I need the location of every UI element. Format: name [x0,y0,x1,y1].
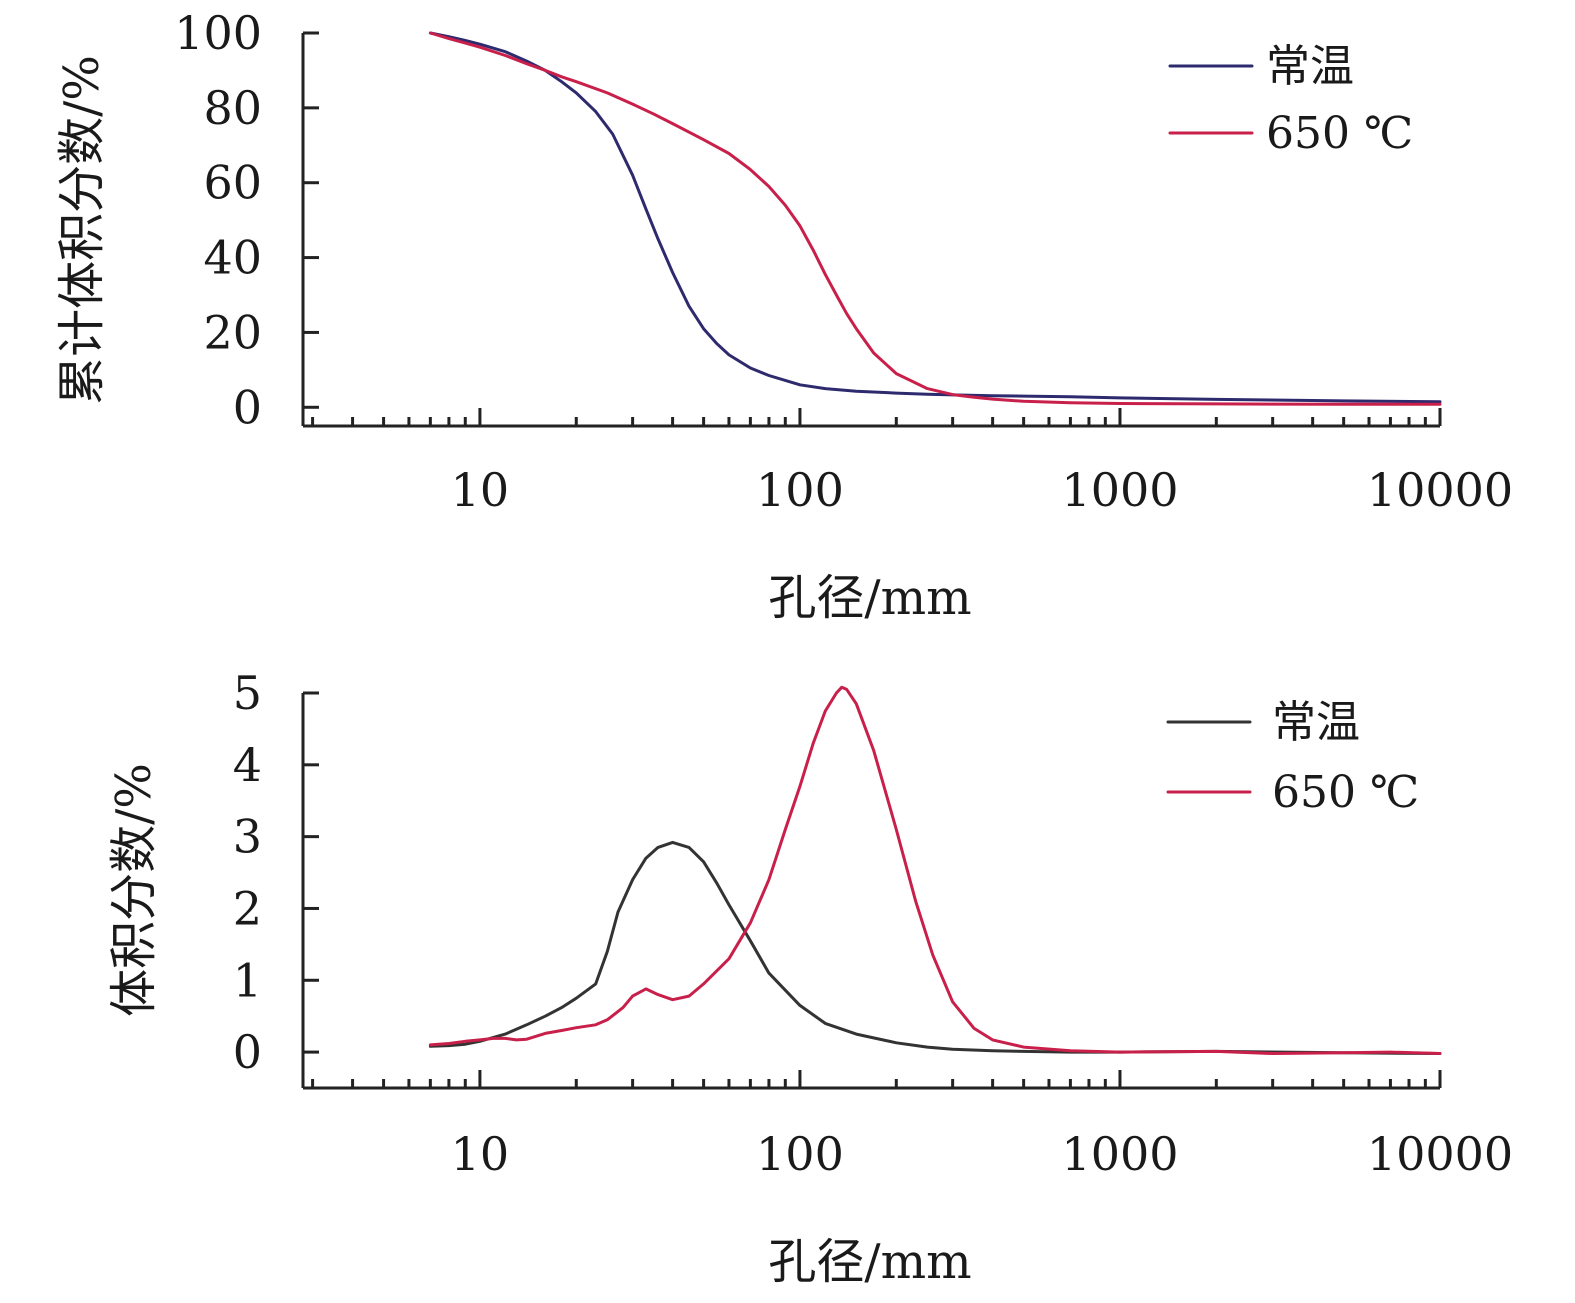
volume-fraction-x-tick-label: 10000 [1367,1127,1513,1181]
volume-fraction-y-tick-label: 0 [233,1025,262,1079]
volume-fraction-y-tick-label: 1 [233,953,262,1007]
cumulative-lines [428,31,1442,406]
cumulative-x-tick-label: 10 [451,463,510,517]
volume-fraction-legend-label-ambient: 常温 [1272,697,1360,748]
cumulative-x-tick-label: 10000 [1367,463,1513,517]
cumulative-ticks [303,31,1442,426]
volume-fraction-lines [428,685,1442,1055]
cumulative-y-axis-title: 累计体积分数/% [54,55,110,405]
volume-fraction-legend-label-heated: 650 ℃ [1272,767,1419,818]
cumulative-y-tick-label: 80 [203,81,262,135]
cumulative-x-tick-label: 1000 [1061,463,1178,517]
volume-fraction-chart: 0 1 2 3 4 5 10 100 1000 10000 体积分数/% 孔径/mm 常温 650… [106,666,1513,1290]
volume-fraction-series-heated-line [428,685,1442,1055]
cumulative-legend-label-ambient: 常温 [1266,41,1354,92]
cumulative-axes [301,33,1440,428]
volume-fraction-legend: 常温 650 ℃ [1166,697,1419,818]
volume-fraction-y-tick-label: 5 [233,666,262,720]
cumulative-x-axis-title: 孔径/mm [768,570,971,626]
volume-fraction-ticks [303,691,1442,1088]
cumulative-legend: 常温 650 ℃ [1168,41,1413,159]
volume-fraction-y-tick-label: 3 [233,810,262,864]
volume-fraction-x-tick-label: 10 [451,1127,510,1181]
volume-fraction-y-tick-label: 4 [233,738,262,792]
cumulative-legend-label-heated: 650 ℃ [1266,108,1413,159]
volume-fraction-tick-labels: 0 1 2 3 4 5 10 100 1000 10000 [233,666,1513,1181]
cumulative-x-tick-label: 100 [756,463,844,517]
volume-fraction-x-tick-label: 1000 [1061,1127,1178,1181]
cumulative-tick-labels: 0 20 40 60 80 100 10 100 1000 10000 [174,6,1513,517]
cumulative-y-tick-label: 20 [203,305,262,359]
volume-fraction-y-axis-title: 体积分数/% [106,763,162,1017]
cumulative-series-heated-line [428,31,1442,406]
volume-fraction-series-ambient-line [428,840,1442,1055]
cumulative-y-tick-label: 60 [203,156,262,210]
volume-fraction-y-tick-label: 2 [233,881,262,935]
volume-fraction-x-tick-label: 100 [756,1127,844,1181]
cumulative-volume-chart: 0 20 40 60 80 100 10 100 1000 10000 累计体积分数/% 孔径/m… [54,6,1513,626]
cumulative-y-tick-label: 0 [233,380,262,434]
cumulative-y-tick-label: 40 [203,231,262,285]
volume-fraction-axes [301,693,1440,1090]
cumulative-y-tick-label: 100 [174,6,262,60]
volume-fraction-x-axis-title: 孔径/mm [768,1234,971,1290]
